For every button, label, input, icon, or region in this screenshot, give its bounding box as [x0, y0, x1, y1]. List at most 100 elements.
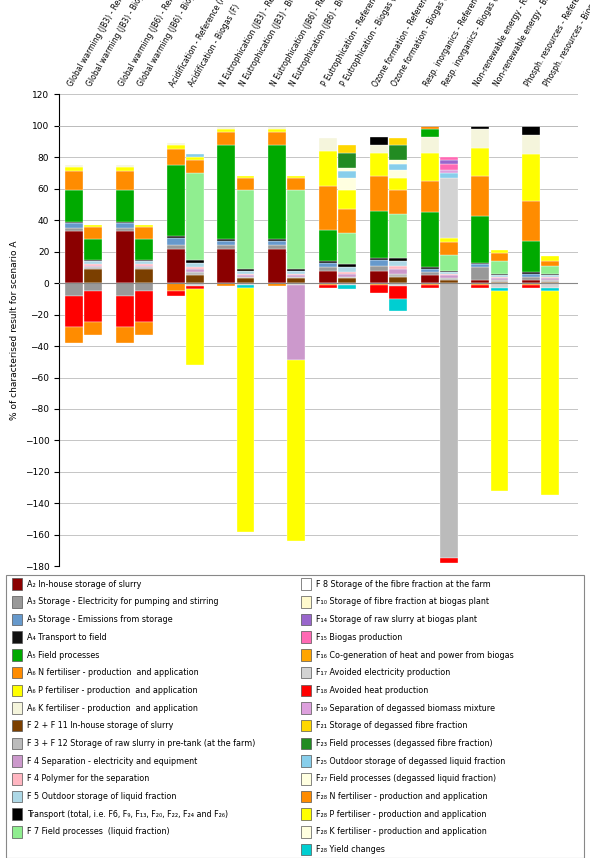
Bar: [440, 283, 458, 559]
Bar: [65, 223, 83, 228]
Bar: [440, 270, 458, 272]
Bar: [440, 178, 458, 238]
Bar: [490, 253, 509, 261]
Bar: [522, 283, 540, 285]
Bar: [370, 153, 388, 176]
Bar: [471, 264, 489, 268]
Bar: [166, 165, 185, 236]
Bar: [440, 238, 458, 242]
Bar: [217, 127, 235, 129]
Text: F₂₈ Yield changes: F₂₈ Yield changes: [316, 845, 385, 855]
Bar: [268, 127, 286, 129]
FancyBboxPatch shape: [12, 702, 22, 714]
Bar: [186, 289, 204, 365]
Bar: [338, 172, 356, 178]
Bar: [84, 268, 102, 269]
Text: Transport (total, i.e. F6, F₉, F₁₃, F₂₀, F₂₂, F₂₄ and F₂₆): Transport (total, i.e. F6, F₉, F₁₃, F₂₀,…: [27, 810, 228, 819]
Bar: [319, 263, 337, 268]
Bar: [490, 281, 509, 283]
Bar: [319, 283, 337, 285]
Bar: [338, 168, 356, 172]
Bar: [421, 136, 438, 153]
Bar: [65, 231, 83, 283]
Bar: [135, 268, 153, 269]
Bar: [237, 190, 254, 269]
Bar: [268, 245, 286, 249]
Bar: [522, 240, 540, 272]
Y-axis label: % of characterised result for scenario A: % of characterised result for scenario A: [10, 240, 19, 420]
Bar: [490, 275, 509, 277]
Bar: [237, 287, 254, 532]
Bar: [338, 274, 356, 277]
Bar: [338, 283, 356, 285]
Bar: [287, 190, 305, 269]
FancyBboxPatch shape: [301, 738, 311, 749]
Bar: [421, 153, 438, 181]
Bar: [338, 277, 356, 278]
FancyBboxPatch shape: [301, 773, 311, 784]
Bar: [440, 559, 458, 563]
Bar: [84, 323, 102, 335]
Text: A₅ Field processes: A₅ Field processes: [27, 650, 99, 660]
Bar: [186, 263, 204, 268]
FancyBboxPatch shape: [12, 738, 22, 749]
Bar: [338, 285, 356, 289]
Bar: [542, 261, 559, 266]
Text: F 8 Storage of the fibre fraction at the farm: F 8 Storage of the fibre fraction at the…: [316, 580, 490, 589]
Bar: [542, 266, 559, 274]
Bar: [370, 176, 388, 211]
Bar: [490, 274, 509, 275]
Bar: [166, 245, 185, 249]
Bar: [542, 287, 559, 291]
Bar: [116, 231, 134, 283]
Bar: [217, 245, 235, 249]
Bar: [84, 264, 102, 266]
Text: A₃ Storage - Emissions from storage: A₃ Storage - Emissions from storage: [27, 615, 172, 624]
FancyBboxPatch shape: [301, 596, 311, 607]
Bar: [522, 136, 540, 154]
Text: F₂₁ Storage of degassed fibre fraction: F₂₁ Storage of degassed fibre fraction: [316, 722, 467, 730]
Bar: [319, 270, 337, 283]
Bar: [421, 268, 438, 269]
Bar: [287, 278, 305, 283]
Text: F₁₆ Co-generation of heat and power from biogas: F₁₆ Co-generation of heat and power from…: [316, 650, 513, 660]
Text: A₃ Storage - Electricity for pumping and stirring: A₃ Storage - Electricity for pumping and…: [27, 597, 218, 607]
Bar: [440, 170, 458, 173]
Bar: [338, 272, 356, 274]
FancyBboxPatch shape: [301, 791, 311, 802]
Bar: [490, 291, 509, 491]
Bar: [166, 283, 185, 291]
Bar: [338, 145, 356, 153]
Bar: [389, 266, 407, 269]
Text: A₂ In-house storage of slurry: A₂ In-house storage of slurry: [27, 580, 141, 589]
Bar: [370, 259, 388, 266]
Bar: [237, 274, 254, 275]
Bar: [471, 283, 489, 285]
Bar: [237, 269, 254, 270]
Bar: [166, 291, 185, 296]
Bar: [116, 165, 134, 166]
Bar: [84, 269, 102, 283]
Bar: [116, 172, 134, 190]
Bar: [542, 275, 559, 277]
Bar: [65, 172, 83, 190]
Bar: [217, 129, 235, 132]
Bar: [522, 126, 540, 136]
Text: F 4 Separation - electricity and equipment: F 4 Separation - electricity and equipme…: [27, 757, 197, 765]
FancyBboxPatch shape: [301, 667, 311, 679]
Bar: [166, 236, 185, 238]
Bar: [217, 145, 235, 239]
Bar: [389, 274, 407, 277]
Bar: [471, 126, 489, 129]
Text: F₁₅ Biogas production: F₁₅ Biogas production: [316, 633, 402, 642]
Bar: [542, 283, 559, 287]
Bar: [287, 360, 305, 541]
Bar: [135, 269, 153, 283]
Bar: [65, 166, 83, 172]
Bar: [135, 283, 153, 291]
Bar: [319, 151, 337, 185]
Bar: [237, 277, 254, 278]
Bar: [186, 269, 204, 272]
Bar: [389, 258, 407, 261]
Bar: [84, 291, 102, 323]
